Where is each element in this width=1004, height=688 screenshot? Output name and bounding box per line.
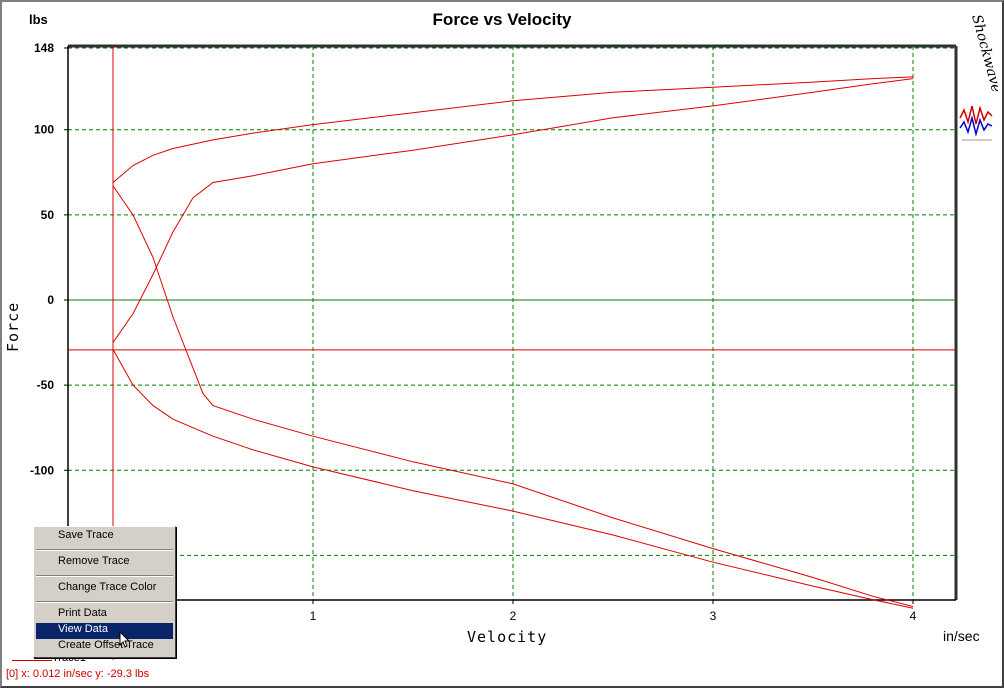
menu-save-trace[interactable]: Save Trace xyxy=(58,529,114,541)
x-tick-label: 4 xyxy=(910,609,917,623)
shockwave-logo: Shockwave xyxy=(959,13,998,141)
menu-separator xyxy=(36,549,173,551)
x-tick-label: 2 xyxy=(510,609,517,623)
x-tick-label: 3 xyxy=(710,609,717,623)
trace-line xyxy=(112,78,914,343)
trace-line xyxy=(112,349,914,609)
chart-title: Force vs Velocity xyxy=(432,10,572,29)
y-tick-label: 100 xyxy=(34,123,54,137)
y-tick-label: 50 xyxy=(41,208,55,222)
menu-create-offset-trace[interactable]: Create Offset Trace xyxy=(58,639,154,651)
x-tick-label: 1 xyxy=(310,609,317,623)
menu-remove-trace[interactable]: Remove Trace xyxy=(58,555,130,567)
y-tick-label: -100 xyxy=(30,463,54,477)
menu-view-data[interactable]: View Data xyxy=(36,623,173,639)
trace-line xyxy=(112,76,914,183)
menu-change-trace-color[interactable]: Change Trace Color xyxy=(58,581,157,593)
menu-separator xyxy=(36,601,173,603)
menu-separator xyxy=(36,575,173,577)
x-unit-label: in/sec xyxy=(943,628,980,644)
menu-print-data[interactable]: Print Data xyxy=(58,607,107,619)
trace-line xyxy=(112,185,914,607)
legend-swatch xyxy=(12,660,52,661)
y-unit-label: lbs xyxy=(29,12,48,27)
cursor-readout: [0] x: 0.012 in/sec y: -29.3 lbs xyxy=(6,668,150,680)
logo-text: Shockwave xyxy=(968,13,998,94)
y-tick-label: -50 xyxy=(37,378,55,392)
context-menu: Save Trace Remove Trace Change Trace Col… xyxy=(33,526,176,658)
x-axis-label: Velocity xyxy=(467,628,548,646)
mouse-cursor-icon xyxy=(119,631,131,648)
y-tick-label: 0 xyxy=(47,293,54,307)
y-tick-label: 148 xyxy=(34,41,54,55)
